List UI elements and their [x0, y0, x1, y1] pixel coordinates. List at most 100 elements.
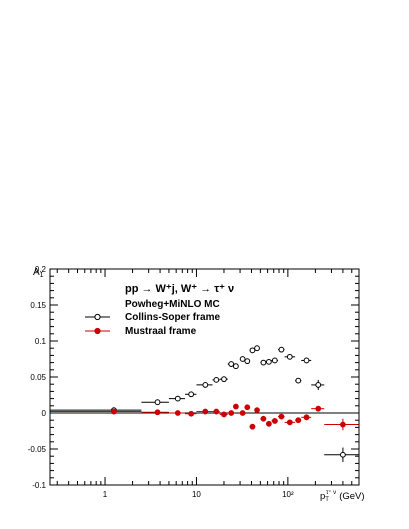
y-tick-label: -0.1: [32, 481, 46, 490]
data-point: [278, 346, 285, 353]
open-circle-marker: [174, 395, 181, 402]
open-circle-marker: [286, 353, 293, 360]
open-circle-marker: [295, 377, 302, 384]
data-point: [227, 410, 235, 416]
filled-circle-marker: [249, 423, 256, 430]
data-point: [185, 391, 197, 398]
filled-circle-marker: [110, 408, 117, 415]
data-point: [249, 347, 256, 354]
legend-entry-mustraal: Mustraal frame: [85, 326, 197, 337]
y-axis-label: A1: [33, 267, 44, 279]
data-point: [141, 409, 169, 416]
data-point: [265, 420, 272, 427]
data-point: [324, 447, 359, 462]
open-circle-marker: [232, 363, 239, 370]
open-circle-marker: [315, 382, 322, 388]
x-tick-label: 1: [103, 490, 108, 499]
filled-circle-marker: [265, 420, 272, 427]
data-point: [219, 411, 228, 418]
data-point: [239, 410, 246, 416]
y-tick-label: 0.05: [30, 373, 46, 382]
generator-label: Powheg+MiNLO MC: [125, 299, 220, 310]
legend-marker-open-circle: [94, 313, 101, 321]
open-circle-marker: [254, 345, 260, 352]
legend-label-collins-soper: Collins-Soper frame: [125, 312, 220, 323]
legend: Collins-Soper frame Mustraal frame: [85, 312, 220, 337]
data-point: [254, 345, 260, 352]
y-axis-label-sub: 1: [40, 272, 44, 279]
y-tick-label: -0.05: [28, 445, 47, 454]
filled-circle-marker: [254, 407, 260, 414]
x-axis-label-main: p: [320, 491, 325, 502]
data-point: [324, 418, 359, 431]
data-point: [311, 405, 325, 412]
y-tick-label: 0.1: [35, 337, 47, 346]
legend-label-mustraal: Mustraal frame: [125, 326, 197, 337]
open-circle-marker: [154, 399, 161, 406]
y-tick-label: 0.15: [30, 301, 46, 310]
filled-circle-marker: [244, 404, 251, 411]
open-circle-marker: [239, 356, 246, 362]
data-point: [196, 408, 213, 415]
data-point: [212, 408, 220, 415]
data-point: [301, 414, 312, 421]
data-point: [311, 379, 325, 390]
data-point: [219, 376, 228, 383]
filled-circle-marker: [286, 419, 293, 426]
data-point: [244, 358, 251, 365]
x-axis-label-sub: T: [325, 497, 329, 503]
data-point: [249, 423, 256, 430]
y-axis-label-main: A: [33, 267, 40, 278]
data-point: [271, 418, 279, 424]
data-point: [50, 408, 142, 415]
data-point: [284, 353, 296, 360]
filled-circle-marker: [174, 410, 181, 416]
filled-circle-marker: [315, 405, 322, 412]
filled-circle-marker: [278, 413, 285, 420]
open-circle-marker: [340, 451, 346, 458]
filled-circle-marker: [295, 417, 302, 424]
data-point: [239, 356, 246, 362]
data-point: [271, 357, 279, 364]
open-circle-marker: [244, 358, 251, 365]
process-label: pp → W⁺j, W⁺ → τ⁺ ν: [125, 283, 234, 295]
open-circle-marker: [260, 359, 267, 366]
y-axis: -0.1 -0.05 0 0.05 0.1 0.15 0.2: [28, 265, 359, 490]
y-tick-label: 0: [42, 409, 47, 418]
data-point: [260, 415, 267, 422]
open-circle-marker: [271, 357, 278, 364]
filled-circle-marker: [213, 408, 220, 415]
data-point: [254, 407, 260, 414]
open-circle-marker: [213, 376, 220, 383]
legend-entry-collins-soper: Collins-Soper frame: [85, 312, 220, 323]
data-point: [212, 376, 220, 383]
data-point: [168, 410, 186, 416]
data-point: [185, 410, 197, 417]
data-point: [141, 399, 169, 406]
filled-circle-marker: [228, 410, 235, 416]
open-circle-marker: [249, 347, 256, 354]
filled-circle-marker: [188, 410, 195, 417]
series-layer: [50, 345, 359, 462]
filled-circle-marker: [232, 403, 239, 410]
x-axis-label-sup: τ⁺ ν: [326, 489, 336, 496]
legend-marker-filled-circle: [94, 327, 101, 335]
x-axis-label: pTτ⁺ ν (GeV): [320, 489, 365, 503]
data-point: [278, 413, 285, 420]
data-point: [260, 359, 267, 366]
filled-circle-marker: [154, 409, 161, 416]
open-circle-marker: [303, 357, 310, 364]
x-axis: 1 10 10²: [56, 269, 360, 499]
x-axis-label-unit: (GeV): [339, 491, 364, 502]
data-point: [232, 363, 239, 370]
open-circle-marker: [278, 346, 285, 353]
filled-circle-marker: [271, 418, 278, 424]
filled-circle-marker: [202, 408, 209, 415]
data-point: [265, 358, 272, 365]
data-point: [232, 403, 239, 410]
open-circle-marker: [221, 376, 227, 383]
data-point: [301, 357, 312, 364]
series-collins-soper: [50, 345, 359, 462]
data-point: [244, 404, 251, 411]
